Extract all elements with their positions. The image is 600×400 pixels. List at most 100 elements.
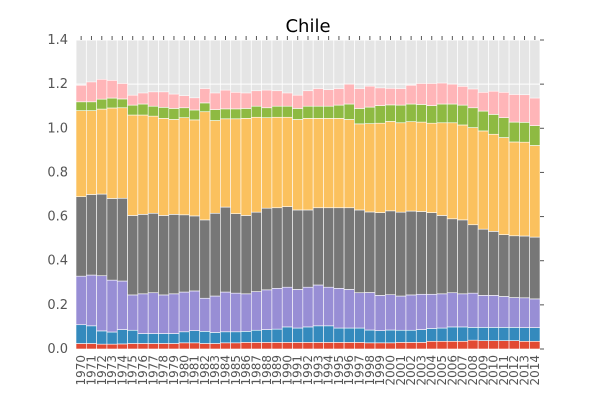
bar-segment-1984-s3 [220,291,231,333]
bar-segment-1975-s5 [127,114,139,216]
bar-segment-1995-s4 [333,207,345,289]
bar-segment-2012-s4 [508,235,520,298]
bar-segment-1985-s4 [230,213,242,294]
bar-segment-1974-s7 [116,83,128,100]
bar-segment-2014-s4 [529,236,541,300]
bar-segment-1975-s4 [127,215,139,296]
bar-segment-2001-s4 [395,211,407,297]
bar-segment-2001-s6 [395,104,407,124]
bar-segment-1980-s2 [178,331,190,344]
bar-segment-1984-s2 [220,331,231,344]
bar-segment-2009-s1 [477,340,489,350]
x-tick-label: 2010 [487,355,501,386]
bar-segment-1978-s4 [158,215,170,296]
bar-segment-2003-s2 [415,329,427,343]
bar-segment-1996-s6 [343,103,355,120]
bar-segment-1995-s7 [333,88,345,106]
x-tick-label: 1970 [74,355,88,386]
x-tick-label: 2000 [383,355,397,386]
bar-segment-2003-s3 [415,293,427,330]
bar-segment-1972-s3 [96,275,108,332]
x-tick-label: 2002 [404,355,418,386]
bar-segment-1987-s5 [250,116,262,213]
bar-segment-1973-s1 [106,343,118,350]
x-tick-label: 1980 [177,355,191,386]
bar-segment-2006-s6 [446,103,458,124]
bar-segment-2004-s5 [426,122,438,213]
bar-segment-1999-s6 [374,105,386,124]
bar-segment-2011-s3 [498,296,510,328]
bar-segment-1979-s6 [168,108,180,120]
bar-segment-1992-s5 [302,118,314,211]
bar-segment-2007-s4 [457,219,469,295]
bar-segment-1972-s1 [96,343,108,350]
bar-segment-2006-s3 [446,292,458,328]
bar-segment-2002-s2 [405,329,417,343]
bar-segment-2010-s3 [488,295,500,328]
y-tick-label: 0.0 [47,342,68,357]
bar-segment-2012-s5 [508,141,520,237]
bar-segment-1991-s5 [292,119,304,211]
bar-segment-1978-s7 [158,91,170,108]
bar-segment-1992-s4 [302,209,314,288]
bar-segment-1972-s2 [96,330,108,345]
bar-segment-2009-s2 [477,327,489,341]
bar-segment-2006-s7 [446,83,458,105]
bar-segment-1999-s2 [374,330,386,344]
bar-segment-2004-s3 [426,293,438,329]
bar-segment-1987-s7 [250,90,262,107]
x-tick-label: 2008 [466,355,480,386]
x-tick-label: 1991 [291,355,305,386]
x-tick-label: 1989 [270,355,284,386]
bar-segment-1974-s2 [116,329,128,345]
bar-segment-1973-s5 [106,107,118,199]
bar-segment-1991-s4 [292,209,304,290]
x-tick-label: 1986 [239,355,253,386]
bar-segment-1991-s1 [292,342,304,350]
x-tick-label: 1982 [198,355,212,386]
x-tick-label: 2006 [445,355,459,386]
bar-segment-1974-s6 [116,98,128,109]
bar-stacks [75,78,541,350]
x-tick-label: 1979 [167,355,181,386]
bar-segment-2004-s6 [426,105,438,124]
bar-segment-1979-s2 [168,333,180,344]
x-tick-label: 2003 [414,355,428,386]
bar-segment-1989-s1 [271,342,283,350]
bar-segment-1984-s7 [220,89,231,110]
bar-segment-1984-s1 [220,342,231,350]
bar-segment-2005-s6 [436,103,448,124]
bar-segment-2013-s7 [519,94,530,123]
bar-segment-1974-s1 [116,343,128,350]
bar-segment-2014-s6 [529,125,541,146]
bar-segment-1988-s1 [261,342,273,350]
bar-segment-1990-s7 [281,92,293,107]
bar-segment-1986-s7 [240,92,252,109]
bar-segment-1994-s5 [323,118,335,209]
bar-segment-1989-s7 [271,90,283,107]
bar-segment-1991-s3 [292,289,304,329]
bar-segment-1993-s2 [312,325,324,343]
bar-segment-1983-s6 [209,109,221,121]
bar-segment-1981-s7 [189,97,201,111]
bar-segment-1997-s5 [354,123,366,211]
bar-segment-1987-s4 [250,211,262,292]
bar-segment-1980-s4 [178,214,190,293]
bar-segment-2012-s7 [508,94,520,123]
bar-segment-1975-s1 [127,343,139,350]
bar-segment-1995-s3 [333,288,345,329]
x-tick-label: 1997 [353,355,367,386]
bar-segment-2011-s6 [498,117,510,138]
bar-segment-1986-s2 [240,331,252,343]
bar-segment-1975-s2 [127,329,139,344]
bar-segment-1994-s6 [323,105,335,119]
bar-segment-1982-s6 [199,102,211,113]
bar-segment-1982-s4 [199,219,211,299]
x-tick-label: 1990 [280,355,294,386]
bar-segment-1990-s6 [281,105,293,118]
bar-segment-1984-s6 [220,108,231,120]
bar-segment-2014-s5 [529,145,541,238]
bar-segment-1983-s2 [209,332,221,344]
bar-segment-1981-s3 [189,290,201,331]
bar-segment-1992-s7 [302,90,314,107]
